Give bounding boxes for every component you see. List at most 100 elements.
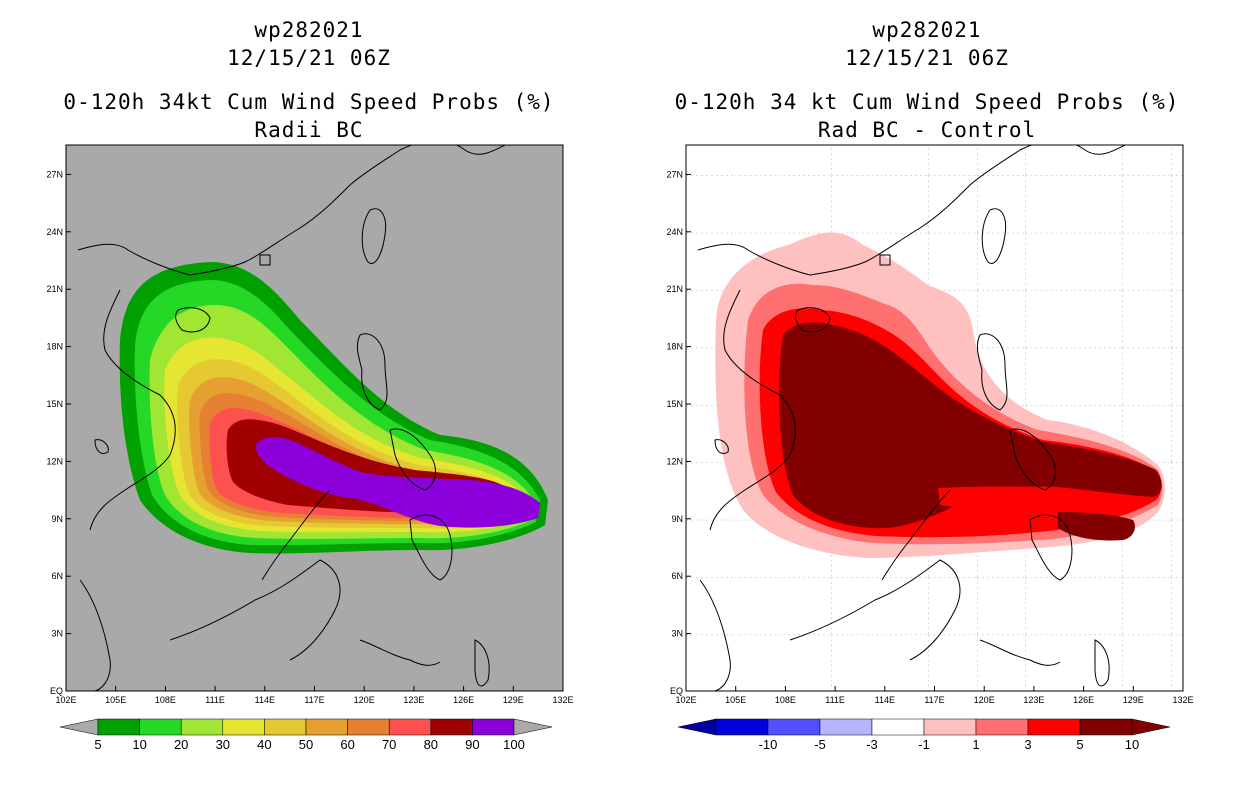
left-probability-field — [119, 262, 548, 554]
right-map: 102E 105E 108E 111E 114E 117E 120E 123E 126E 129E… — [666, 144, 1194, 752]
left-x-ticks: 102E 105E 108E 111E 114E 117E 120E 123E 126E 129E… — [55, 686, 574, 705]
colorbar-label: 10 — [132, 737, 146, 752]
x-tick-label: 126E — [453, 695, 474, 705]
x-tick-label: 108E — [775, 695, 796, 705]
colorbar-swatch — [388, 718, 432, 736]
y-tick-label: 12N — [666, 456, 683, 466]
x-tick-label: 123E — [1023, 695, 1044, 705]
colorbar-swatch — [819, 718, 873, 736]
colorbar-label: -1 — [918, 737, 930, 752]
left-map: 102E 105E 108E 111E 114E 117E 120E 123E 126E 129E… — [46, 144, 574, 752]
y-tick-label: 12N — [46, 456, 63, 466]
x-tick-label: 114E — [875, 695, 895, 705]
y-tick-label: 6N — [671, 571, 683, 581]
colorbar-swatch — [1079, 718, 1133, 736]
left-subtitle: Radii BC — [254, 118, 364, 142]
x-tick-label: 129E — [1123, 695, 1144, 705]
y-tick-label: 18N — [666, 342, 683, 352]
right-product-title: 0-120h 34 kt Cum Wind Speed Probs (%) — [674, 90, 1180, 114]
diff-10-main — [779, 322, 1162, 529]
diff-5-inner — [938, 486, 1060, 510]
x-tick-label: 123E — [403, 695, 424, 705]
left-colorbar: 5 10 20 30 40 50 60 70 80 90 100 — [59, 718, 553, 752]
x-tick-label: 132E — [552, 695, 573, 705]
x-tick-label: 105E — [725, 695, 746, 705]
colorbar-label: 90 — [465, 737, 479, 752]
left-panel: wp282021 12/15/21 06Z 0-120h 34kt Cum Wi… — [46, 18, 574, 752]
x-tick-label: 111E — [825, 695, 845, 705]
x-tick-label: 129E — [503, 695, 524, 705]
right-panel: wp282021 12/15/21 06Z 0-120h 34 kt Cum W… — [618, 0, 1236, 800]
colorbar-swatch — [305, 718, 348, 736]
colorbar-swatch — [139, 718, 182, 736]
x-tick-label: 126E — [1073, 695, 1094, 705]
y-tick-label: 27N — [666, 169, 683, 179]
colorbar-swatch — [180, 718, 224, 736]
y-tick-label: 3N — [51, 629, 63, 639]
colorbar-left-arrow — [677, 718, 717, 736]
colorbar-label: 3 — [1024, 737, 1031, 752]
right-storm-id: wp282021 — [872, 18, 982, 42]
colorbar-label: 5 — [94, 737, 101, 752]
x-tick-label: 120E — [974, 695, 995, 705]
colorbar-label: -3 — [866, 737, 878, 752]
left-y-ticks: EQ 3N 6N 9N 12N 15N 18N 21N 24N 27N — [46, 169, 71, 696]
x-tick-label: 105E — [105, 695, 126, 705]
colorbar-label: 50 — [299, 737, 313, 752]
right-datetime: 12/15/21 06Z — [845, 46, 1009, 70]
colorbar-label: 70 — [382, 737, 396, 752]
colorbar-right-arrow — [513, 718, 553, 736]
x-tick-label: 117E — [304, 695, 324, 705]
x-tick-label: 132E — [1172, 695, 1193, 705]
x-tick-label: 102E — [55, 695, 76, 705]
colorbar-left-arrow — [59, 718, 99, 736]
right-coastlines — [697, 145, 1126, 691]
y-tick-label: 15N — [46, 399, 63, 409]
x-tick-label: 108E — [155, 695, 176, 705]
diff-10-tail — [1058, 512, 1135, 541]
y-tick-label: 3N — [671, 629, 683, 639]
right-x-ticks: 102E 105E 108E 111E 114E 117E 120E 123E 126E 129E… — [675, 686, 1194, 705]
x-tick-label: 120E — [354, 695, 375, 705]
x-tick-label: 117E — [924, 695, 944, 705]
colorbar-label: 60 — [340, 737, 354, 752]
colorbar-swatch — [923, 718, 977, 736]
left-storm-id: wp282021 — [254, 18, 364, 42]
right-y-ticks: EQ 3N 6N 9N 12N 15N 18N 21N 24N 27N — [666, 169, 691, 696]
colorbar-label: 20 — [174, 737, 188, 752]
y-tick-label: 27N — [46, 169, 63, 179]
colorbar-swatch — [871, 718, 925, 736]
y-tick-label: 24N — [46, 227, 63, 237]
colorbar-label: 10 — [1125, 737, 1139, 752]
colorbar-swatch — [264, 718, 307, 736]
colorbar-swatch — [222, 718, 265, 736]
colorbar-swatch — [97, 718, 140, 736]
y-tick-label: EQ — [50, 686, 63, 696]
right-difference-field — [715, 232, 1165, 559]
colorbar-label: 40 — [257, 737, 271, 752]
x-tick-label: 102E — [675, 695, 696, 705]
colorbar-swatch — [767, 718, 821, 736]
colorbar-swatch — [975, 718, 1029, 736]
y-tick-label: 9N — [51, 514, 63, 524]
colorbar-label: 100 — [503, 737, 525, 752]
y-tick-label: 15N — [666, 399, 683, 409]
left-coastlines — [77, 145, 506, 691]
colorbar-label: 80 — [424, 737, 438, 752]
colorbar-label: 30 — [216, 737, 230, 752]
colorbar-swatch — [715, 718, 769, 736]
y-tick-label: 21N — [46, 284, 63, 294]
y-tick-label: 6N — [51, 571, 63, 581]
colorbar-label: 1 — [972, 737, 979, 752]
x-tick-label: 114E — [255, 695, 275, 705]
y-tick-label: 9N — [671, 514, 683, 524]
y-tick-label: EQ — [670, 686, 683, 696]
x-tick-label: 111E — [205, 695, 225, 705]
right-subtitle: Rad BC - Control — [817, 118, 1037, 142]
colorbar-label: -5 — [814, 737, 826, 752]
colorbar-swatch — [430, 718, 473, 736]
colorbar-label: 5 — [1076, 737, 1083, 752]
right-colorbar: -10 -5 -3 -1 1 3 5 10 — [677, 718, 1171, 752]
y-tick-label: 21N — [666, 284, 683, 294]
prob-90 — [255, 437, 540, 528]
